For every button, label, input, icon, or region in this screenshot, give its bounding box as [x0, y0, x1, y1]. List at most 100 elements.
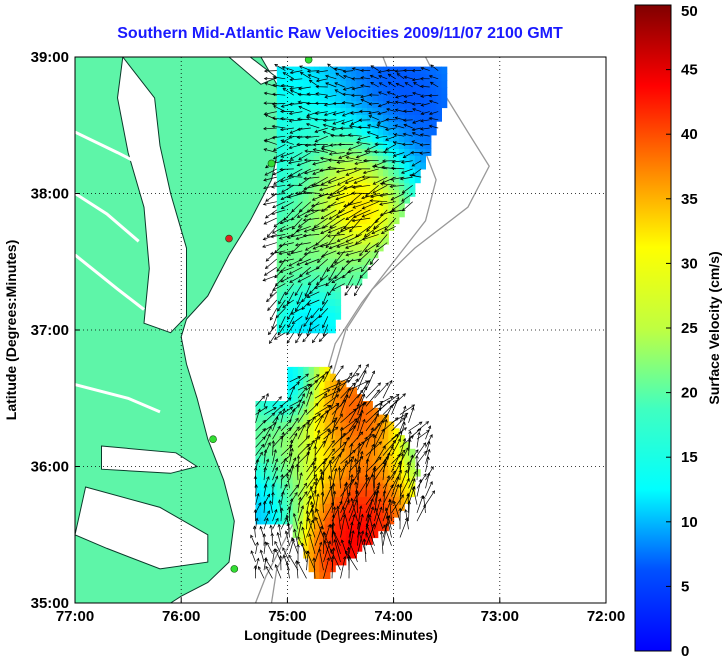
velocity-arrow [321, 476, 324, 497]
velocity-arrow-head [341, 100, 346, 105]
field-cell [329, 455, 336, 463]
velocity-arrow [399, 470, 408, 489]
velocity-arrow-head [279, 127, 284, 132]
velocity-arrow-head [313, 182, 317, 186]
velocity-arrow [297, 409, 307, 423]
velocity-arrow-head [322, 301, 326, 305]
field-cell [398, 209, 405, 218]
field-cell [383, 469, 389, 477]
field-cell [420, 141, 426, 149]
velocity-arrow [388, 81, 396, 88]
velocity-arrow-head [428, 93, 433, 98]
field-cell [356, 114, 363, 122]
velocity-arrow-head [327, 158, 332, 162]
velocity-arrow [267, 226, 278, 238]
field-cell [361, 134, 368, 143]
velocity-arrow [314, 478, 318, 497]
velocity-arrow [309, 316, 320, 325]
field-cell [398, 469, 405, 477]
velocity-arrow [416, 504, 426, 522]
velocity-arrow-head [274, 274, 278, 279]
velocity-arrow-head [429, 481, 433, 485]
velocity-arrow [384, 217, 396, 231]
field-cell [372, 455, 379, 463]
velocity-arrow-head [329, 143, 333, 147]
velocity-arrow-head [310, 501, 314, 505]
velocity-arrow [404, 94, 413, 98]
velocity-arrow [393, 142, 405, 145]
field-cell [276, 223, 283, 231]
velocity-arrow [307, 201, 320, 213]
velocity-arrow-head [333, 67, 338, 71]
field-cell [430, 87, 437, 95]
field-cell [255, 414, 262, 422]
velocity-arrow-head [383, 524, 387, 529]
velocity-arrow-head [346, 499, 350, 503]
velocity-arrow-head [313, 457, 317, 462]
velocity-arrow-head [281, 65, 286, 70]
velocity-arrow [346, 156, 362, 162]
field-cell [255, 448, 262, 457]
field-cell [409, 448, 416, 457]
field-cell [319, 162, 326, 170]
velocity-arrow-head [322, 324, 326, 329]
field-cell [409, 134, 416, 143]
velocity-arrow-head [360, 84, 364, 88]
field-cell [383, 175, 389, 184]
velocity-arrow [289, 433, 298, 448]
field-cell [303, 544, 310, 552]
velocity-arrow [297, 400, 305, 415]
field-cell [398, 162, 405, 170]
velocity-arrow-head [328, 216, 333, 220]
velocity-arrow-head [404, 82, 409, 86]
velocity-arrow-head [357, 531, 362, 535]
field-cell [287, 291, 294, 300]
field-cell [345, 414, 352, 422]
velocity-arrow-head [284, 483, 288, 488]
velocity-arrow-head [331, 448, 335, 452]
field-cell [351, 168, 357, 177]
field-cell [298, 66, 304, 74]
velocity-arrow [297, 387, 307, 399]
velocity-arrow [275, 548, 282, 563]
velocity-arrow-head [398, 469, 402, 474]
field-cell [377, 93, 384, 102]
field-cell [308, 551, 315, 559]
velocity-arrow [391, 393, 406, 407]
field-cell [372, 244, 379, 252]
field-cell [372, 407, 379, 416]
velocity-arrow [360, 99, 371, 104]
velocity-arrow-head [330, 523, 334, 528]
field-cell [313, 325, 320, 334]
velocity-arrow-head [321, 375, 325, 380]
velocity-arrow-head [267, 307, 271, 311]
velocity-arrow [272, 435, 283, 448]
field-cell [335, 73, 342, 81]
field-cell [319, 114, 326, 122]
velocity-arrow-head [389, 396, 394, 400]
velocity-arrow-head [418, 421, 423, 425]
velocity-arrow-head [289, 130, 294, 134]
field-cell [260, 421, 267, 429]
field-cell [329, 244, 336, 252]
velocity-arrow [272, 509, 277, 522]
field-cell [383, 128, 389, 136]
field-cell [420, 162, 426, 170]
velocity-arrow [425, 472, 430, 489]
field-cell [287, 189, 294, 197]
velocity-arrow-head [280, 109, 284, 114]
velocity-arrow-head [331, 279, 335, 283]
velocity-arrow-head [278, 300, 282, 305]
velocity-arrow [340, 460, 348, 481]
field-cell [356, 407, 363, 416]
field-cell [276, 401, 283, 409]
field-cell [276, 209, 283, 218]
field-cell [292, 366, 299, 375]
velocity-arrow [311, 225, 328, 231]
velocity-arrow-head [357, 125, 362, 129]
velocity-arrow [306, 416, 316, 432]
map-plot-area: 77:00 76:00 75:00 74:00 73:00 72:00 35:0036:0… [31, 49, 626, 625]
velocity-arrow [289, 457, 296, 473]
velocity-arrow-head [363, 233, 368, 237]
